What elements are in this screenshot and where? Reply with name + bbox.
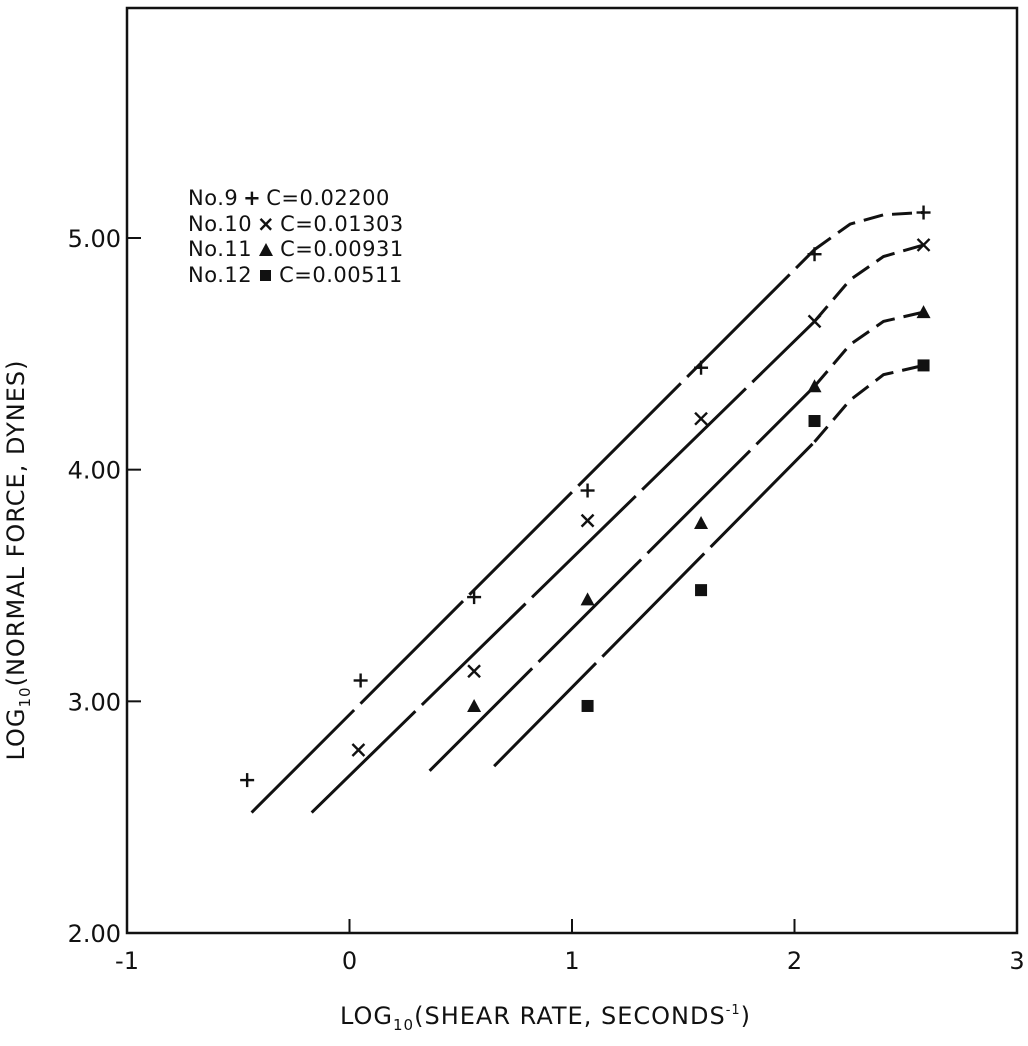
data-point-no9 <box>580 483 595 498</box>
legend-concentration: C=0.01303 <box>280 211 404 236</box>
legend-series-name: No.12 <box>188 262 253 287</box>
x-tick-label: 3 <box>1009 947 1024 975</box>
fit-line-no10 <box>310 320 816 814</box>
legend-entry: No.12 C=0.00511 <box>188 263 404 289</box>
plot-frame <box>125 6 1019 935</box>
data-point-no11 <box>467 698 482 712</box>
data-point-no9 <box>807 247 822 262</box>
data-point-no9 <box>353 673 368 688</box>
x-tick-label: 1 <box>564 947 579 975</box>
data-point-no10 <box>580 513 595 528</box>
x-tick-label: -1 <box>115 947 139 975</box>
x-tick-label: 0 <box>342 947 357 975</box>
data-point-no10 <box>694 411 708 426</box>
data-point-no9 <box>916 205 931 220</box>
fit-line-no12 <box>493 440 816 768</box>
legend-series-name: No.9 <box>188 186 239 210</box>
data-point-no12 <box>695 584 708 597</box>
data-point-no9 <box>694 360 709 375</box>
data-point-no11 <box>916 305 931 319</box>
data-point-no12 <box>581 699 594 712</box>
triangle-icon <box>259 243 274 257</box>
legend-entry: No.9 + C=0.02200 <box>188 186 404 212</box>
data-point-no9 <box>240 773 255 788</box>
fit-curve-no9 <box>813 211 924 251</box>
fit-line-no9 <box>250 248 816 814</box>
fit-line-no11 <box>428 385 816 772</box>
data-point-no12 <box>917 359 930 372</box>
legend-entry: No.11 C=0.00931 <box>188 237 404 263</box>
legend-concentration: C=0.00511 <box>279 262 403 287</box>
y-tick-label: 5.00 <box>68 225 121 253</box>
legend-series-name: No.11 <box>188 237 253 261</box>
y-tick-label: 3.00 <box>68 688 121 716</box>
fit-curve-no11 <box>813 310 924 388</box>
fit-curve-no12 <box>813 363 924 443</box>
data-point-no10 <box>916 238 931 252</box>
legend: No.9 + C=0.02200 No.10 × C=0.01303 No.11 C=0.00… <box>188 186 404 288</box>
data-point-no11 <box>580 592 595 606</box>
y-tick-label: 4.00 <box>68 457 121 485</box>
legend-entry: No.10 × C=0.01303 <box>188 212 404 238</box>
legend-concentration: C=0.02200 <box>266 186 390 210</box>
data-point-no12 <box>808 415 821 428</box>
fit-curve-no10 <box>813 243 925 323</box>
fit-lines <box>250 211 925 814</box>
data-point-no10 <box>807 314 822 329</box>
cross-icon: × <box>257 211 276 236</box>
legend-concentration: C=0.00931 <box>280 237 404 261</box>
x-axis-label: LOG10(SHEAR RATE, SECONDS-1) <box>340 1002 752 1034</box>
axis-ticks: -1 0 1 2 3 2.00 3.00 4.00 5.00 <box>68 225 1025 975</box>
y-tick-label: 2.00 <box>68 920 121 948</box>
data-point-no9 <box>467 590 482 605</box>
y-axis-label: LOG10(NORMAL FORCE, DYNES) <box>2 359 34 761</box>
legend-series-name: No.10 <box>188 211 253 236</box>
x-tick-label: 2 <box>787 947 802 975</box>
data-point-no11 <box>694 515 709 529</box>
data-point-no10 <box>351 743 366 757</box>
square-icon <box>260 269 272 281</box>
plus-icon: + <box>243 186 262 210</box>
data-point-no10 <box>467 664 481 679</box>
data-points <box>240 205 931 788</box>
data-point-no11 <box>807 379 822 393</box>
